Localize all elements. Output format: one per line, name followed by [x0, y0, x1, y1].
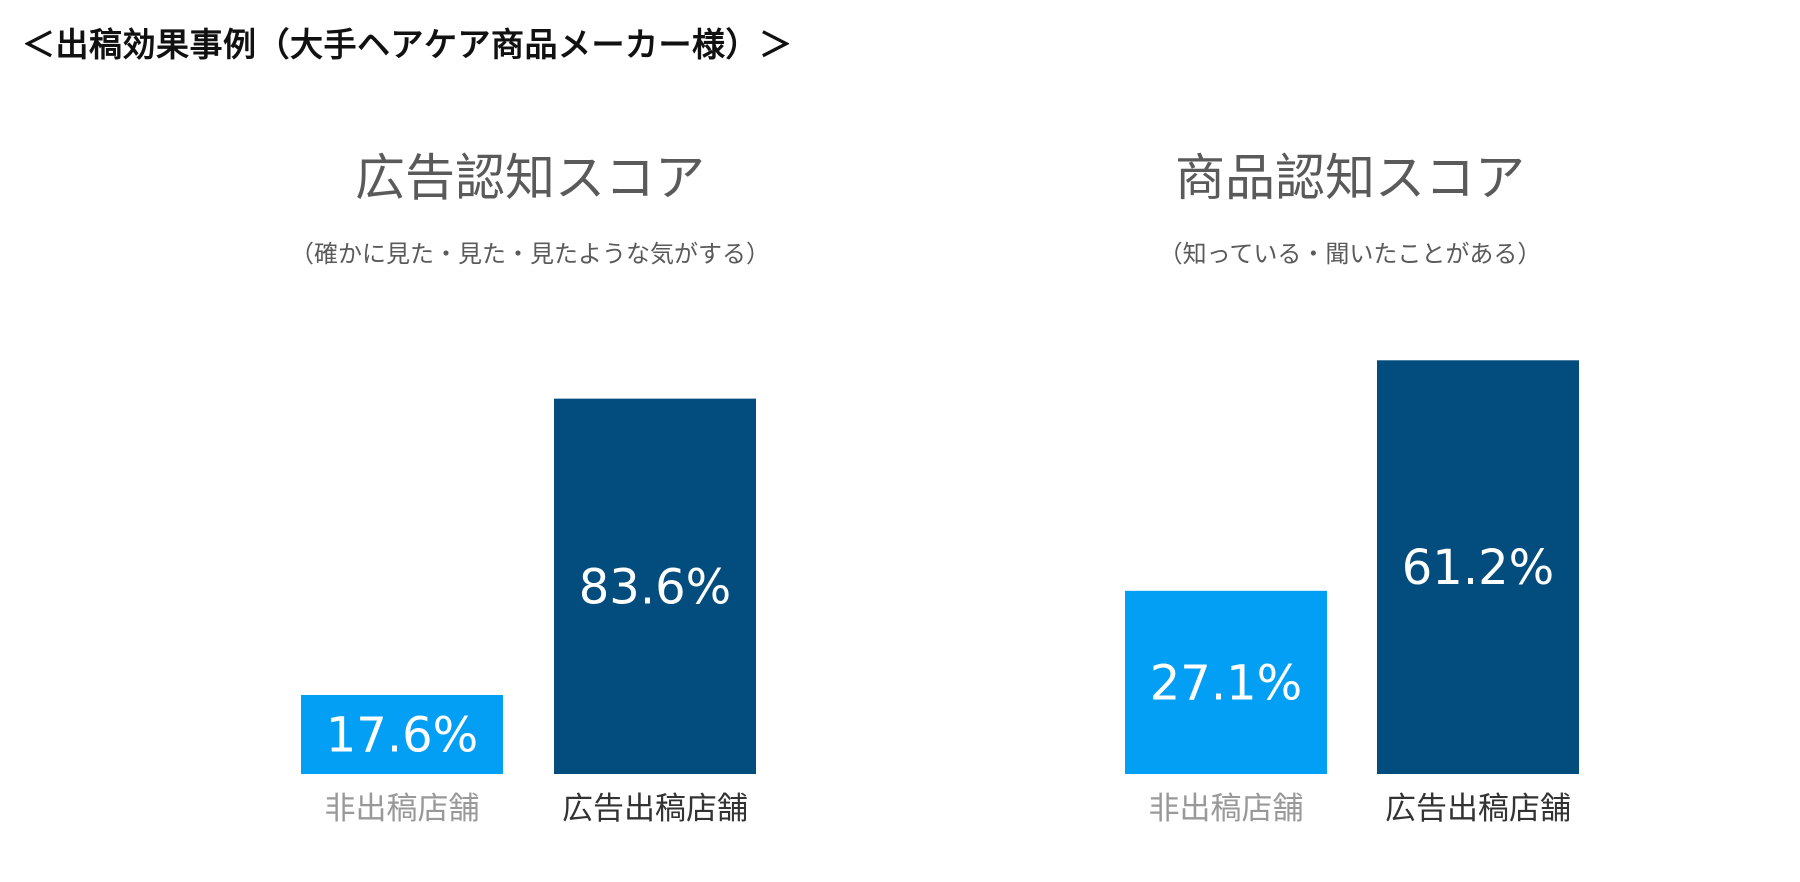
- bar-value-label: 61.2%: [1402, 540, 1554, 596]
- chart-subtitle: （知っている・聞いたことがある）: [1158, 240, 1542, 268]
- chart-subtitle: （確かに見た・見た・見たような気がする）: [290, 240, 770, 268]
- bar-non-placement: [1125, 590, 1327, 774]
- product-awareness-plot: 27.1% 非出稿店舗 61.2% 広告出稿店舗: [1125, 360, 1579, 827]
- bar-value-label: 27.1%: [1150, 655, 1302, 711]
- page-heading: ＜出稿効果事例（大手ヘアケア商品メーカー様）＞: [22, 25, 793, 64]
- ad-awareness-plot: 17.6% 非出稿店舗 83.6% 広告出稿店舗: [301, 398, 756, 827]
- bar-non-placement: [301, 694, 503, 774]
- bar-value-label: 83.6%: [579, 559, 731, 615]
- bar-value-label: 17.6%: [326, 707, 478, 763]
- category-label: 非出稿店舗: [325, 791, 480, 827]
- bar-placement: [1377, 360, 1579, 774]
- category-label: 広告出稿店舗: [562, 791, 748, 827]
- bar-placement: [554, 398, 756, 774]
- product-awareness-chart: 商品認知スコア （知っている・聞いたことがある） 27.1% 非出稿店舗 61.2%…: [900, 0, 1800, 882]
- category-label: 広告出稿店舗: [1385, 791, 1571, 827]
- chart-title: 商品認知スコア: [1175, 149, 1525, 207]
- chart-title: 広告認知スコア: [355, 149, 705, 207]
- ad-awareness-chart: 広告認知スコア （確かに見た・見た・見たような気がする） 17.6% 非出稿店舗 8…: [290, 149, 770, 827]
- category-label: 非出稿店舗: [1149, 791, 1304, 827]
